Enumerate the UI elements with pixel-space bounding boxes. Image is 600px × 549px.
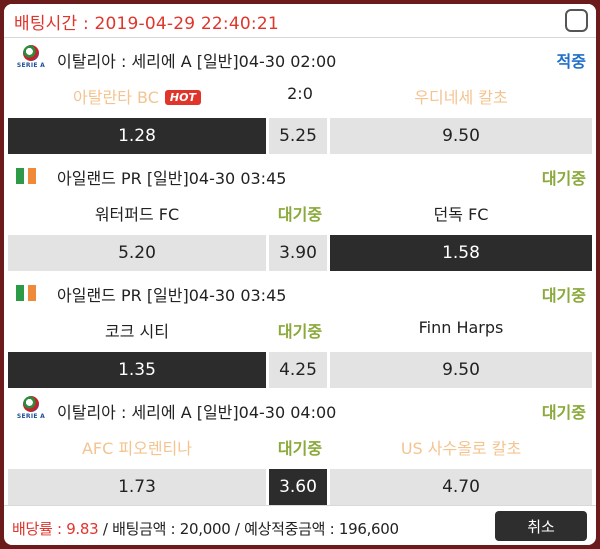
- home-odds-button[interactable]: 5.20: [8, 235, 266, 271]
- draw-odds-button[interactable]: 5.25: [269, 118, 327, 154]
- league-row: 아일랜드 PR [일반]04-30 03:45 대기중: [4, 274, 596, 310]
- league-name: 이탈리아 : 세리에 A [일반]04-30 04:00: [57, 403, 337, 422]
- home-odds-button[interactable]: 1.73: [8, 469, 266, 505]
- match-status: 대기중: [541, 403, 586, 422]
- serie-a-logo-icon: SERIE A: [14, 45, 48, 73]
- league-name: 아일랜드 PR [일반]04-30 03:45: [57, 169, 287, 188]
- away-team: 던독 FC: [433, 205, 489, 224]
- ireland-flag-icon: [16, 168, 42, 184]
- match-status: 적중: [556, 52, 586, 71]
- match-row: SERIE A 이탈리아 : 세리에 A [일반]04-30 02:00 적중 …: [4, 40, 596, 157]
- match-middle-status: 대기중: [277, 322, 323, 341]
- match-status: 대기중: [541, 286, 586, 305]
- home-odds-button[interactable]: 1.28: [8, 118, 266, 154]
- away-odds-button[interactable]: 1.58: [330, 235, 592, 271]
- bet-slip-panel: 배팅시간 : 2019-04-29 22:40:21 SERIE A 이탈리아 …: [4, 4, 596, 545]
- draw-odds-button[interactable]: 3.60: [269, 469, 327, 505]
- bet-summary: 배당률 : 9.83 / 배팅금액 : 20,000 / 예상적중금액 : 19…: [12, 518, 399, 539]
- odds-row: 1.73 3.60 4.70: [4, 469, 596, 505]
- home-team: AFC 피오렌티나: [81, 439, 192, 458]
- match-middle-status: 대기중: [277, 439, 323, 458]
- away-team: Finn Harps: [418, 318, 504, 337]
- teams-row: 코크 시티 대기중 Finn Harps: [4, 310, 596, 348]
- match-status: 대기중: [541, 169, 586, 188]
- bet-time-title: 배팅시간 : 2019-04-29 22:40:21: [14, 14, 279, 34]
- away-odds-button[interactable]: 4.70: [330, 469, 592, 505]
- odds-rate: 배당률 : 9.83: [12, 520, 99, 538]
- draw-odds-button[interactable]: 3.90: [269, 235, 327, 271]
- home-team: 워터퍼드 FC: [94, 205, 180, 224]
- bet-summary-footer: 배당률 : 9.83 / 배팅금액 : 20,000 / 예상적중금액 : 19…: [4, 505, 596, 545]
- league-row: 아일랜드 PR [일반]04-30 03:45 대기중: [4, 157, 596, 193]
- teams-row: 아탈란타 BC HOT 2:0 우디네세 칼초: [4, 76, 596, 114]
- match-row: SERIE A 이탈리아 : 세리에 A [일반]04-30 04:00 대기중…: [4, 391, 596, 508]
- away-odds-button[interactable]: 9.50: [330, 118, 592, 154]
- teams-row: AFC 피오렌티나 대기중 US 사수올로 칼초: [4, 427, 596, 465]
- away-team: 우디네세 칼초: [414, 88, 508, 107]
- home-team: 아탈란타 BC HOT: [8, 84, 266, 108]
- league-row: SERIE A 이탈리아 : 세리에 A [일반]04-30 04:00 대기중: [4, 391, 596, 427]
- match-middle-status: 대기중: [277, 205, 323, 224]
- cancel-button[interactable]: 취소: [495, 511, 587, 541]
- league-name: 아일랜드 PR [일반]04-30 03:45: [57, 286, 287, 305]
- away-odds-button[interactable]: 9.50: [330, 352, 592, 388]
- draw-odds-button[interactable]: 4.25: [269, 352, 327, 388]
- bet-slip-header: 배팅시간 : 2019-04-29 22:40:21: [4, 4, 596, 38]
- match-score: 2:0: [287, 84, 313, 103]
- match-row: 아일랜드 PR [일반]04-30 03:45 대기중 코크 시티 대기중 Fi…: [4, 274, 596, 391]
- league-row: SERIE A 이탈리아 : 세리에 A [일반]04-30 02:00 적중: [4, 40, 596, 76]
- home-team: 코크 시티: [105, 322, 169, 341]
- bet-amounts: / 배팅금액 : 20,000 / 예상적중금액 : 196,600: [98, 520, 399, 538]
- league-name: 이탈리아 : 세리에 A [일반]04-30 02:00: [57, 52, 337, 71]
- ireland-flag-icon: [16, 285, 42, 301]
- odds-row: 1.28 5.25 9.50: [4, 118, 596, 154]
- hot-badge: HOT: [164, 90, 201, 105]
- odds-row: 5.20 3.90 1.58: [4, 235, 596, 271]
- serie-a-logo-icon: SERIE A: [14, 396, 48, 424]
- teams-row: 워터퍼드 FC 대기중 던독 FC: [4, 193, 596, 231]
- select-checkbox[interactable]: [565, 9, 588, 32]
- match-row: 아일랜드 PR [일반]04-30 03:45 대기중 워터퍼드 FC 대기중 …: [4, 157, 596, 274]
- away-team: US 사수올로 칼초: [400, 439, 522, 458]
- odds-row: 1.35 4.25 9.50: [4, 352, 596, 388]
- home-odds-button[interactable]: 1.35: [8, 352, 266, 388]
